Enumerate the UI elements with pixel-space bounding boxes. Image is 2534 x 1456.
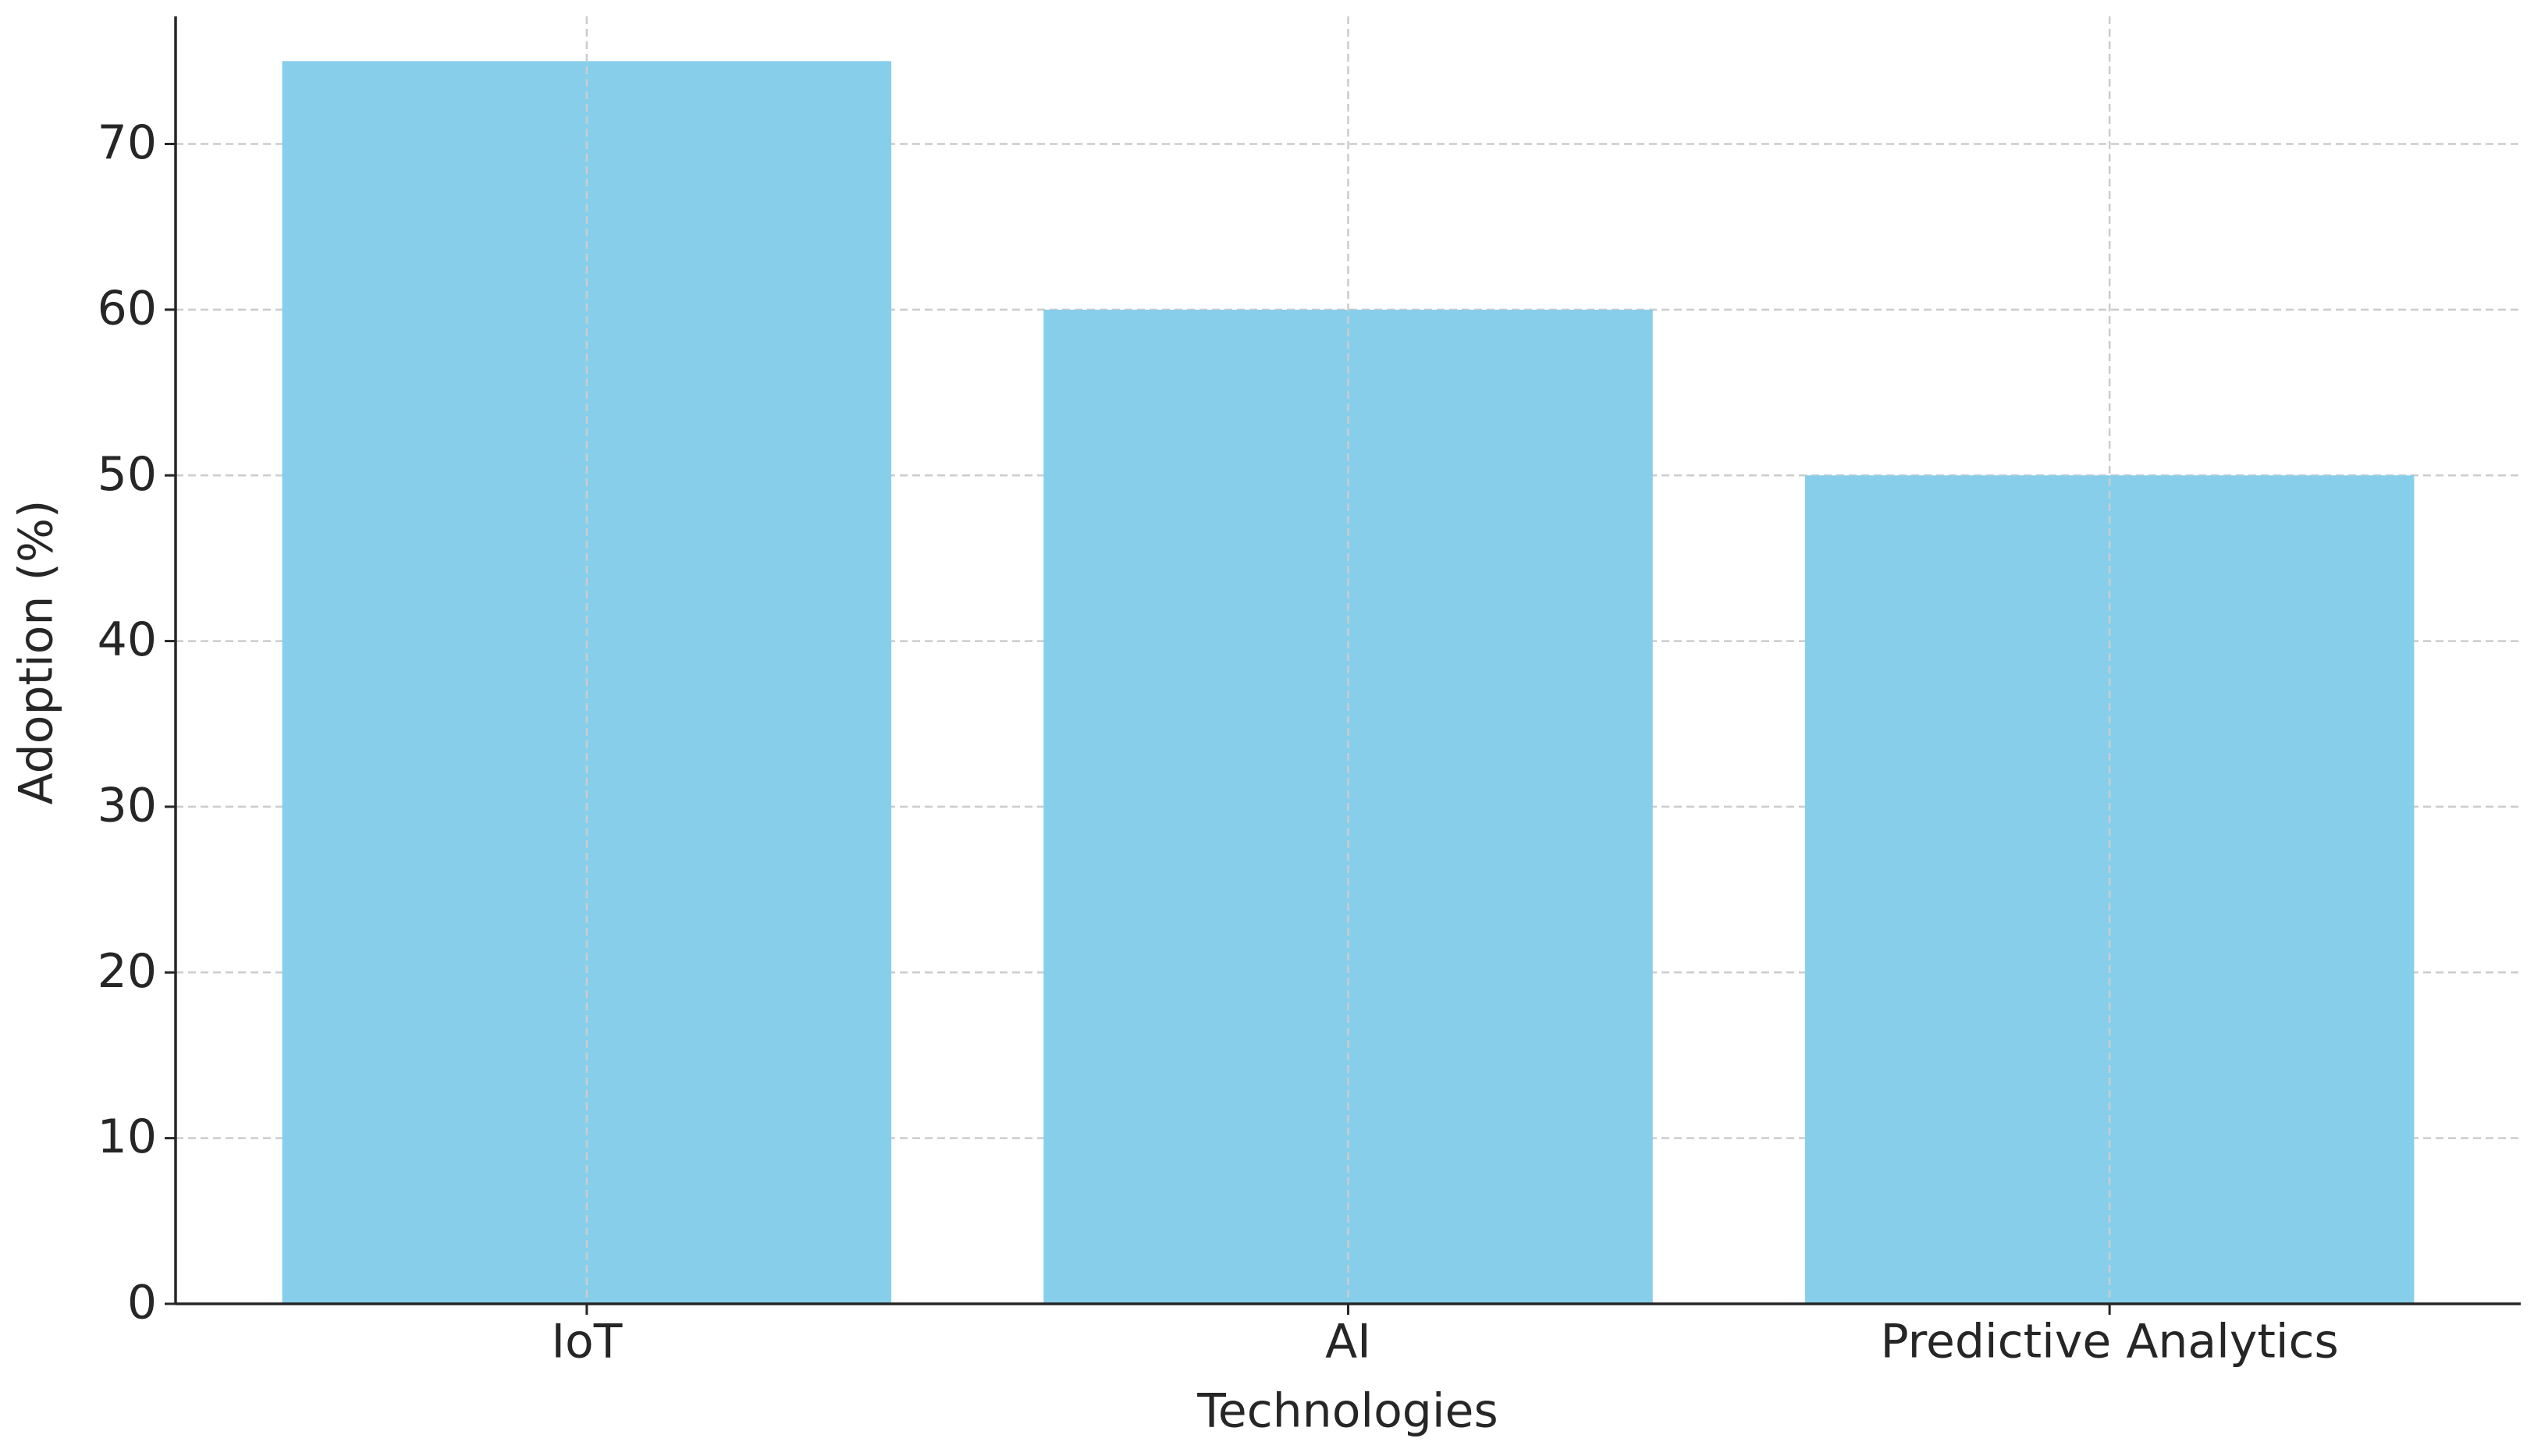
x-axis-label: Technologies <box>1196 1384 1498 1439</box>
y-tick-label: 70 <box>98 115 157 170</box>
y-tick-label: 40 <box>98 613 157 667</box>
y-tick-label: 30 <box>98 779 157 833</box>
x-tick-label: AI <box>1325 1315 1371 1369</box>
y-tick-label: 20 <box>98 944 157 999</box>
y-tick-label: 10 <box>98 1110 157 1164</box>
y-tick-label: 50 <box>98 447 157 502</box>
x-tick-label: Predictive Analytics <box>1881 1315 2339 1369</box>
y-axis-label: Adoption (%) <box>9 500 64 805</box>
y-tick-label: 0 <box>127 1276 157 1330</box>
y-tick-label: 60 <box>98 281 157 336</box>
x-tick-label: IoT <box>551 1315 622 1369</box>
